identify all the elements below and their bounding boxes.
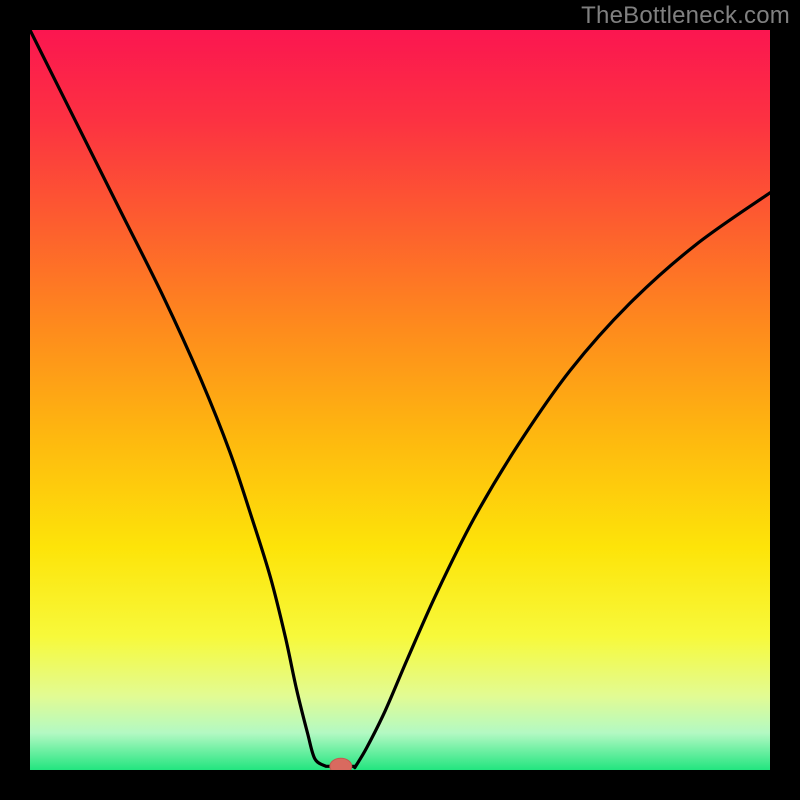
plot-area [30,30,770,770]
watermark-text: TheBottleneck.com [581,2,790,30]
chart-stage: TheBottleneck.com [0,0,800,800]
optimal-point-marker [330,758,352,770]
gradient-background [30,30,770,770]
plot-svg [30,30,770,770]
